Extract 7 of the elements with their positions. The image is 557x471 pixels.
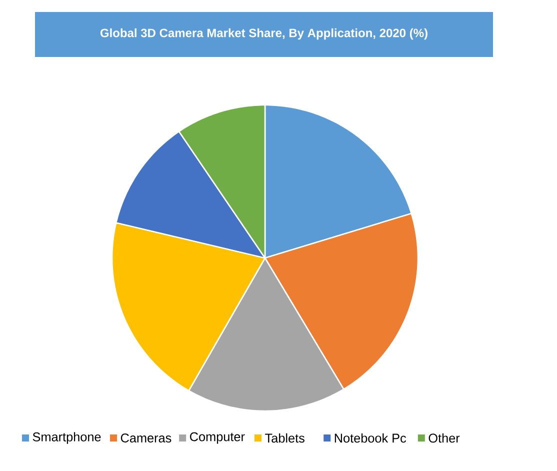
- legend-label: Smartphone: [32, 432, 101, 444]
- legend-label: Other: [428, 433, 460, 443]
- legend-label: Cameras: [120, 434, 172, 442]
- legend-label: Notebook Pc: [334, 433, 406, 443]
- chart-title: Global 3D Camera Market Share, By Application, 2020 (%): [100, 28, 428, 40]
- legend-label: Tablets: [265, 433, 304, 443]
- legend-label: Computer: [190, 432, 245, 444]
